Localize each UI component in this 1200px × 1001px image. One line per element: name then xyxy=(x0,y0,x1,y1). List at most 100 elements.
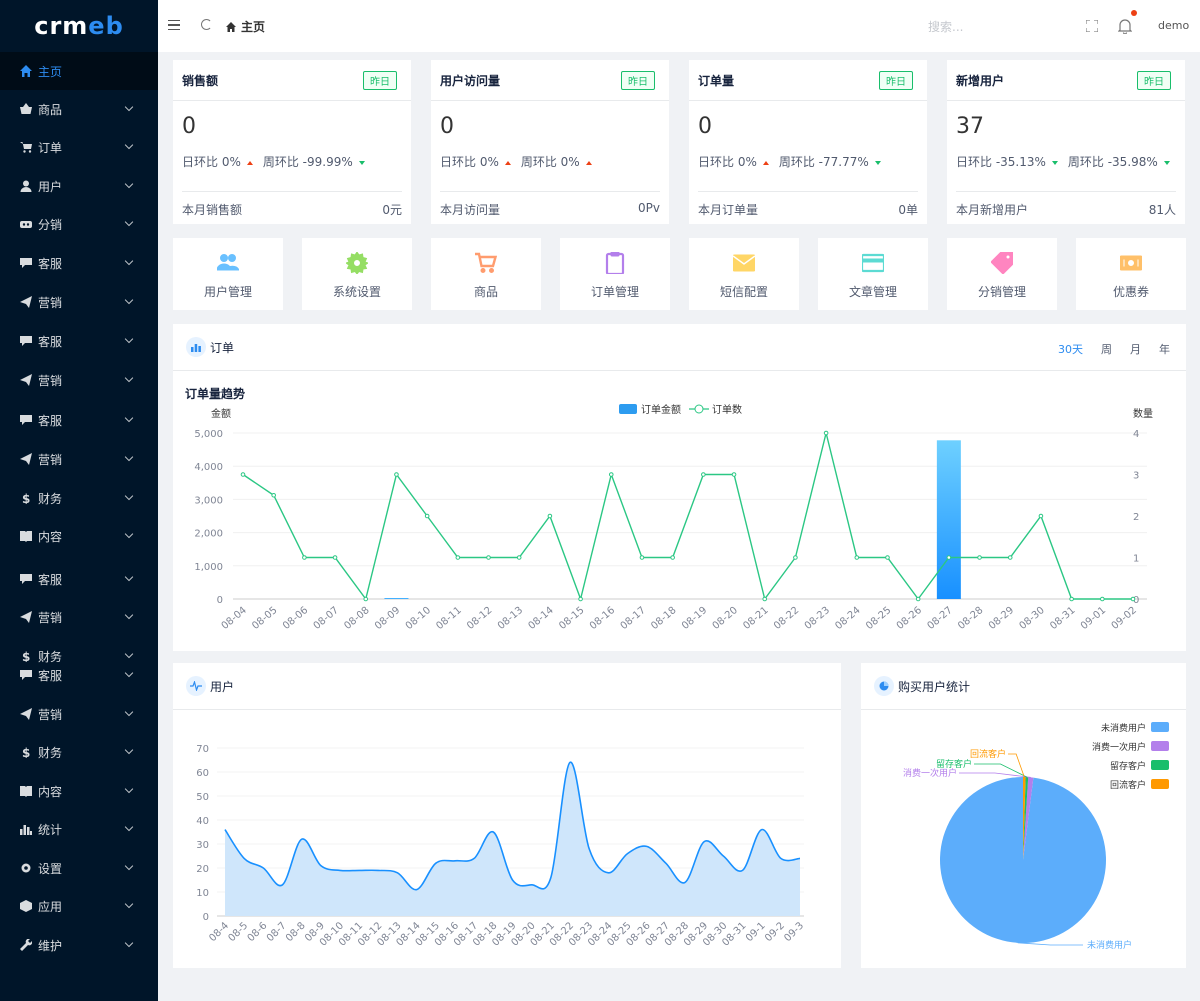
sidebar-item-6[interactable]: 营销 xyxy=(0,283,158,321)
sidebar-item-label: 应用 xyxy=(38,899,63,914)
sidebar-item-label: 用户 xyxy=(38,179,63,194)
cart-icon xyxy=(20,142,32,153)
data-point xyxy=(1069,596,1074,602)
user-icon xyxy=(20,180,32,192)
sidebar-item-label: 客服 xyxy=(38,572,63,587)
chevron-down-icon xyxy=(124,899,134,909)
chat-icon xyxy=(20,258,32,268)
sidebar-item-label: 客服 xyxy=(38,256,63,271)
bar-chart-icon xyxy=(186,337,206,357)
x-tick-label: 08-17 xyxy=(619,605,648,632)
y-tick-label: 5,000 xyxy=(194,429,223,440)
sidebar-item-15[interactable]: $ 财务 xyxy=(0,637,158,675)
quick-link-label: 订单管理 xyxy=(590,285,639,299)
sidebar-item-10[interactable]: 营销 xyxy=(0,440,158,478)
tab-1[interactable]: 周 xyxy=(1101,343,1112,356)
left-axis-label: 金额 xyxy=(211,407,231,420)
search-input[interactable]: 搜索... xyxy=(928,20,964,34)
fullscreen-icon[interactable] xyxy=(1086,20,1098,32)
sidebar-item-label: 主页 xyxy=(38,64,63,79)
bell-icon[interactable] xyxy=(1118,18,1132,34)
sidebar-item-16[interactable]: 客服 xyxy=(0,656,158,694)
stat-card: 新增用户 昨日 37 日环比 -35.13% 周环比 -35.98% 本月新增用户 81人 xyxy=(947,60,1185,224)
y-tick-label: 50 xyxy=(196,792,209,803)
quick-link-clipboard[interactable]: 订单管理 xyxy=(560,238,670,310)
pie-chart-icon xyxy=(874,676,894,696)
sidebar-item-9[interactable]: 客服 xyxy=(0,401,158,439)
sidebar-item-8[interactable]: 营销 xyxy=(0,361,158,399)
sidebar-item-18[interactable]: $ 财务 xyxy=(0,733,158,771)
basket-icon xyxy=(20,103,32,114)
sidebar-item-12[interactable]: 内容 xyxy=(0,517,158,555)
sidebar-item-19[interactable]: 内容 xyxy=(0,772,158,810)
trend-down-icon xyxy=(358,160,365,165)
sidebar-item-0[interactable]: 主页 xyxy=(0,52,158,90)
quick-link-tag[interactable]: 分销管理 xyxy=(947,238,1057,310)
quick-link-users[interactable]: 用户管理 xyxy=(173,238,283,310)
chevron-down-icon xyxy=(124,217,134,227)
sidebar-item-4[interactable]: 分销 xyxy=(0,205,158,243)
stat-title: 销售额 xyxy=(182,74,219,88)
slice-label: 未消费用户 xyxy=(1087,939,1132,951)
breadcrumb: 主页 xyxy=(226,18,265,35)
sidebar-item-20[interactable]: 统计 xyxy=(0,810,158,848)
legend-label: 消费一次用户 xyxy=(1092,741,1146,753)
tab-3[interactable]: 年 xyxy=(1159,343,1170,356)
tab-2[interactable]: 月 xyxy=(1130,343,1141,356)
sidebar-item-label: 设置 xyxy=(38,861,63,876)
stat-ratios: 日环比 -35.13% 周环比 -35.98% xyxy=(956,153,1170,170)
trend-down-icon xyxy=(1163,160,1170,165)
x-tick-label: 08-16 xyxy=(588,605,617,632)
quick-link-mail[interactable]: 短信配置 xyxy=(689,238,799,310)
data-point xyxy=(885,555,890,560)
sidebar-item-21[interactable]: 设置 xyxy=(0,849,158,887)
data-point xyxy=(394,472,399,477)
sidebar-item-7[interactable]: 客服 xyxy=(0,322,158,360)
quick-link-card[interactable]: 文章管理 xyxy=(818,238,928,310)
svg-text:$: $ xyxy=(22,650,30,662)
y-tick-label: 0 xyxy=(203,912,209,923)
sidebar-item-label: 营销 xyxy=(38,295,63,310)
sidebar-item-2[interactable]: 订单 xyxy=(0,128,158,166)
menu-toggle-icon[interactable] xyxy=(168,20,180,30)
sidebar-item-3[interactable]: 用户 xyxy=(0,167,158,205)
clipboard-icon xyxy=(605,252,625,274)
user-menu[interactable]: demo xyxy=(1158,19,1190,32)
stat-card: 销售额 昨日 0 日环比 0% 周环比 -99.99% 本月销售额 0元 xyxy=(173,60,411,224)
refresh-icon[interactable] xyxy=(201,19,212,30)
logo[interactable]: crmeb xyxy=(0,0,158,52)
user-panel-header: 用户 xyxy=(173,663,841,710)
pie-slice xyxy=(1023,777,1029,860)
x-tick-label: 08-29 xyxy=(987,605,1016,632)
sidebar-item-14[interactable]: 营销 xyxy=(0,598,158,636)
breadcrumb-home[interactable]: 主页 xyxy=(241,20,266,34)
sidebar-item-label: 统计 xyxy=(38,822,63,837)
sidebar-item-22[interactable]: 应用 xyxy=(0,887,158,925)
sidebar-item-5[interactable]: 客服 xyxy=(0,244,158,282)
book-icon xyxy=(20,531,32,542)
sidebar-item-11[interactable]: $ 财务 xyxy=(0,479,158,517)
cube-icon xyxy=(20,900,32,912)
y-tick-label: 60 xyxy=(196,768,209,779)
divider xyxy=(431,100,669,101)
chevron-down-icon xyxy=(124,295,134,305)
x-tick-label: 08-28 xyxy=(956,605,985,632)
x-tick-label: 08-30 xyxy=(1018,605,1047,632)
quick-link-label: 分销管理 xyxy=(977,285,1026,299)
data-point xyxy=(670,555,675,560)
chevron-down-icon xyxy=(124,707,134,717)
sidebar-item-17[interactable]: 营销 xyxy=(0,695,158,733)
data-point xyxy=(455,555,461,560)
quick-link-gear[interactable]: 系统设置 xyxy=(302,238,412,310)
x-tick-label: 08-23 xyxy=(803,605,832,632)
sidebar-item-13[interactable]: 客服 xyxy=(0,560,158,598)
send-icon xyxy=(20,611,32,623)
y2-tick-label: 3 xyxy=(1133,471,1139,482)
quick-link-cart[interactable]: 商品 xyxy=(431,238,541,310)
svg-text:$: $ xyxy=(22,746,30,758)
tab-0[interactable]: 30天 xyxy=(1058,343,1083,356)
quick-link-coupon[interactable]: 优惠券 xyxy=(1076,238,1186,310)
sidebar-item-1[interactable]: 商品 xyxy=(0,90,158,128)
sidebar-item-23[interactable]: 维护 xyxy=(0,926,158,964)
notification-badge xyxy=(1131,10,1137,16)
